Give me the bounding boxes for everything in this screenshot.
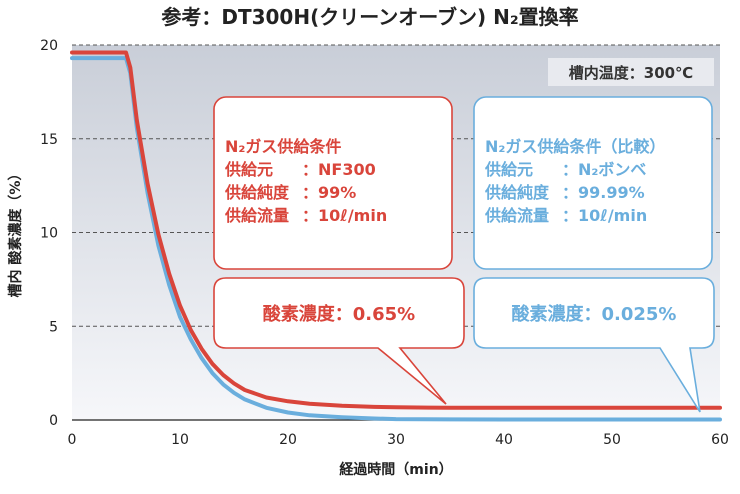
- y-tick-labels: 0 5 10 15 20: [40, 38, 58, 429]
- x-tick-30: 30: [387, 432, 405, 448]
- y-tick-15: 15: [40, 132, 58, 148]
- y-tick-20: 20: [40, 38, 58, 54]
- callout-nf300-result-box: [213, 277, 465, 405]
- callout-cylinder-row2-value: ：99.99%: [562, 183, 645, 202]
- series-group: [70, 50, 722, 422]
- y-tick-0: 0: [49, 413, 58, 429]
- chart-title: 参考：DT300H(クリーンオーブン) N₂置換率: [161, 5, 578, 29]
- series-line-nf300: [70, 50, 722, 410]
- callout-cylinder-result-box: [473, 277, 715, 413]
- callout-nf300-row3-label: 供給流量: [224, 206, 289, 225]
- x-tick-20: 20: [279, 432, 297, 448]
- callout-cylinder-row1-value: ：N₂ボンベ: [562, 160, 646, 179]
- x-tick-60: 60: [711, 432, 729, 448]
- callout-nf300-row1-value: ：NF300: [302, 160, 376, 179]
- y-tick-5: 5: [49, 319, 58, 335]
- callout-nf300-result: 酸素濃度：0.65%: [263, 303, 415, 325]
- x-tick-40: 40: [495, 432, 513, 448]
- x-tick-labels: 0 10 20 30 40 50 60: [68, 432, 729, 448]
- x-axis-label: 経過時間（min）: [339, 461, 452, 478]
- callout-nf300-conditions-box: [213, 96, 453, 270]
- callout-nf300: N₂ガス供給条件 供給元 ：NF300 供給純度 ：99% 供給流量 ：10ℓ/…: [213, 96, 465, 405]
- callout-nf300-row3-value: ：10ℓ/min: [302, 206, 387, 225]
- callout-nf300-row2-label: 供給純度: [224, 183, 290, 202]
- callout-cylinder-row1-label: 供給元: [484, 160, 533, 179]
- callout-cylinder-row2-label: 供給純度: [484, 183, 550, 202]
- callout-cylinder-result: 酸素濃度：0.025%: [512, 303, 677, 325]
- callout-cylinder-conditions-box: [473, 96, 713, 270]
- temperature-label: 槽内温度：300℃: [569, 64, 693, 82]
- y-axis-label: 槽内 酸素濃度（%）: [7, 167, 24, 298]
- callout-cylinder: N₂ガス供給条件（比較） 供給元 ：N₂ボンベ 供給純度 ：99.99% 供給流…: [473, 96, 715, 413]
- x-tick-50: 50: [603, 432, 621, 448]
- y-tick-10: 10: [40, 226, 58, 242]
- temperature-label-bg: [548, 58, 714, 86]
- callout-nf300-row1-label: 供給元: [224, 160, 273, 179]
- callout-cylinder-row3-label: 供給流量: [484, 206, 549, 225]
- x-tick-0: 0: [68, 432, 77, 448]
- callout-nf300-row2-value: ：99%: [302, 183, 356, 202]
- x-tick-10: 10: [171, 432, 189, 448]
- callout-cylinder-row3-value: ：10ℓ/min: [562, 206, 647, 225]
- callout-cylinder-title: N₂ガス供給条件（比較）: [485, 137, 665, 156]
- callout-nf300-title: N₂ガス供給条件: [225, 137, 341, 156]
- temperature-label-box: 槽内温度：300℃: [548, 58, 714, 86]
